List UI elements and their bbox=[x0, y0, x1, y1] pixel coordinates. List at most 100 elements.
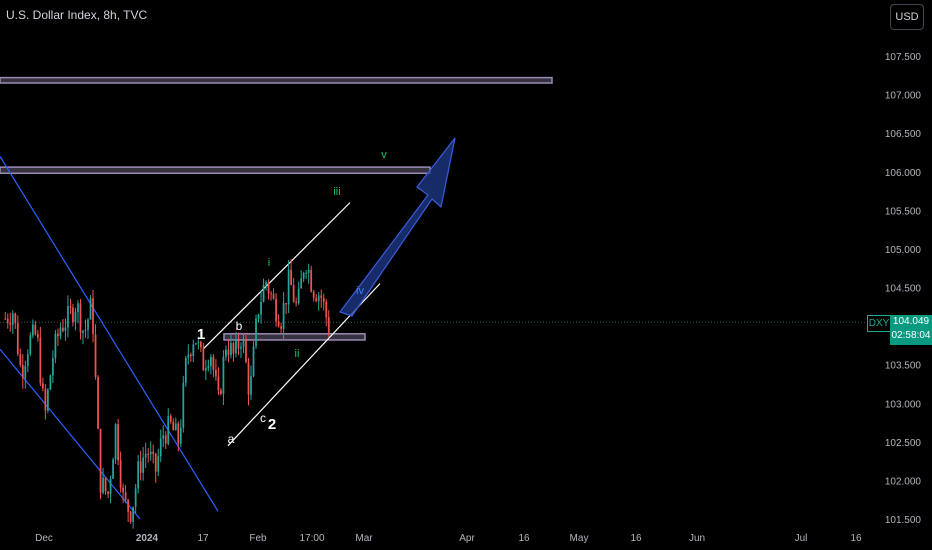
candle-body bbox=[104, 477, 107, 492]
candle-body bbox=[222, 357, 225, 394]
x-tick-label: 17 bbox=[197, 533, 209, 544]
candle-body bbox=[29, 335, 32, 355]
candle-body bbox=[262, 284, 265, 302]
down-channel-upper bbox=[0, 156, 219, 512]
candle-body bbox=[302, 273, 305, 279]
candle-body bbox=[54, 333, 57, 359]
x-tick-label: May bbox=[570, 533, 589, 544]
candle-body bbox=[202, 347, 205, 371]
candle-body bbox=[194, 343, 197, 345]
candle-body bbox=[282, 302, 285, 329]
candle-body bbox=[169, 415, 172, 422]
candle-body bbox=[109, 478, 112, 495]
candle-body bbox=[207, 365, 210, 369]
candle-body bbox=[16, 323, 19, 355]
candle-body bbox=[14, 313, 17, 324]
candle-body bbox=[327, 317, 330, 333]
candle-body bbox=[132, 506, 135, 522]
candle-body bbox=[59, 327, 62, 337]
candle-body bbox=[34, 324, 37, 334]
candle-body bbox=[252, 346, 255, 377]
candle-body bbox=[11, 313, 14, 325]
candle-body bbox=[117, 424, 119, 461]
candle-body bbox=[315, 297, 318, 302]
wave-label: c bbox=[260, 411, 266, 425]
candle-body bbox=[77, 303, 79, 313]
x-tick-label: 16 bbox=[518, 533, 530, 544]
candle-body bbox=[257, 314, 260, 319]
candle-body bbox=[139, 461, 142, 473]
candle-body bbox=[164, 435, 167, 444]
x-tick-label: Dec bbox=[35, 533, 53, 544]
wave-label: b bbox=[236, 319, 243, 333]
wave-label: i bbox=[268, 257, 270, 269]
y-tick-label: 103.000 bbox=[885, 399, 922, 410]
currency-button[interactable]: USD bbox=[890, 4, 924, 30]
candle-body bbox=[127, 499, 130, 512]
candle-body bbox=[39, 337, 42, 384]
candle-body bbox=[182, 382, 185, 428]
candle-body bbox=[154, 453, 157, 472]
candle-body bbox=[199, 341, 202, 348]
last-price-badge: 104.049 02:58:04 bbox=[890, 315, 932, 345]
candle-body bbox=[277, 321, 280, 327]
candle-body bbox=[142, 457, 145, 473]
candle-body bbox=[69, 306, 72, 308]
wave-label: 2 bbox=[268, 416, 276, 433]
candle-body bbox=[272, 293, 275, 299]
y-tick-label: 101.500 bbox=[885, 515, 922, 526]
candle-body bbox=[94, 334, 97, 378]
x-tick-label: 2024 bbox=[136, 533, 159, 544]
candle-body bbox=[215, 369, 217, 377]
candle-body bbox=[305, 272, 308, 274]
candle-body bbox=[220, 390, 222, 394]
candle-body bbox=[174, 423, 177, 431]
candle-body bbox=[36, 333, 39, 338]
candle-body bbox=[167, 415, 170, 444]
candle-body bbox=[62, 327, 64, 331]
candle-body bbox=[312, 291, 315, 298]
wave-label: iii bbox=[333, 186, 340, 198]
candle-body bbox=[114, 424, 117, 460]
candle-body bbox=[67, 306, 69, 328]
x-tick-label: Feb bbox=[249, 533, 267, 544]
y-tick-label: 106.000 bbox=[885, 168, 922, 179]
chart-title: U.S. Dollar Index, 8h, TVC bbox=[6, 8, 148, 22]
wave-label: iv bbox=[356, 285, 364, 297]
y-tick-label: 105.500 bbox=[885, 206, 922, 217]
candle-body bbox=[87, 319, 89, 330]
candle-body bbox=[157, 456, 160, 472]
candle-body bbox=[107, 491, 109, 495]
candle-body bbox=[237, 338, 240, 349]
candle-body bbox=[267, 282, 270, 294]
candle-body bbox=[72, 307, 74, 323]
candle-body bbox=[322, 297, 325, 302]
x-tick-label: Mar bbox=[355, 533, 373, 544]
candle-body bbox=[270, 293, 272, 295]
supply-zone bbox=[0, 166, 431, 175]
candle-body bbox=[260, 301, 262, 315]
candle-body bbox=[112, 459, 114, 479]
candle-body bbox=[44, 388, 47, 411]
candle-body bbox=[232, 343, 235, 354]
wave-label: v bbox=[381, 149, 387, 161]
candle-body bbox=[144, 453, 147, 458]
candle-body bbox=[172, 421, 175, 431]
candle-body bbox=[92, 298, 94, 335]
x-tick-label: Jul bbox=[795, 533, 808, 544]
candle-body bbox=[64, 327, 67, 331]
candle-body bbox=[292, 285, 295, 302]
y-tick-label: 102.000 bbox=[885, 476, 922, 487]
candle-body bbox=[52, 358, 54, 376]
candle-body bbox=[82, 330, 84, 333]
candle-body bbox=[97, 377, 99, 429]
candle-body bbox=[24, 365, 27, 378]
candle-body bbox=[26, 354, 29, 366]
candle-body bbox=[31, 324, 34, 336]
candle-body bbox=[320, 295, 323, 298]
candle-body bbox=[184, 357, 187, 383]
candle-body bbox=[84, 329, 87, 331]
candle-body bbox=[147, 453, 150, 455]
x-tick-label: 17:00 bbox=[299, 533, 324, 544]
